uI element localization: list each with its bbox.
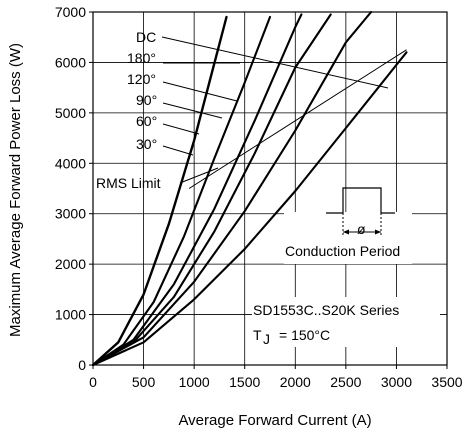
label-60: 60°: [136, 113, 157, 129]
dc-leader-line: [161, 36, 389, 89]
y-tick-label: 2000: [55, 256, 86, 272]
tj-symbol: T: [253, 327, 262, 343]
y-tick-labels: 0 1000 2000 3000 4000 5000 6000 7000: [55, 4, 86, 373]
x-tick-labels: 0 500 1000 1500 2000 2500 3000 3500: [89, 374, 463, 390]
loss-curves: [91, 10, 408, 367]
x-tick-label: 2000: [280, 374, 311, 390]
y-axis-title: Maximum Average Forward Power Loss (W): [7, 43, 24, 337]
rms-limit-curve: [188, 49, 407, 189]
curve-dc: [91, 51, 408, 367]
x-tick-label: 3500: [431, 374, 462, 390]
label-180: 180°: [127, 50, 156, 66]
y-tick-label: 6000: [55, 54, 86, 70]
plot-frame: [92, 11, 448, 366]
y-tick-label: 4000: [55, 155, 86, 171]
curve-30-deg: [91, 15, 228, 367]
label-120: 120°: [127, 71, 156, 87]
tj-subscript: J: [263, 331, 270, 347]
x-tick-label: 0: [89, 374, 97, 390]
curve-180-deg: [91, 10, 373, 367]
series-label: SD1553C..S20K Series: [253, 302, 399, 318]
rms-limit-label: RMS Limit: [96, 175, 161, 191]
rms-limit-line: [188, 49, 407, 189]
arrow-right-head: [375, 229, 381, 235]
y-tick-label: 0: [78, 357, 86, 373]
90-leader-line: [162, 102, 223, 119]
label-dc: DC: [136, 29, 156, 45]
tj-value: = 150°C: [279, 327, 330, 343]
x-tick-label: 1000: [179, 374, 210, 390]
x-tick-label: 2500: [330, 374, 361, 390]
curve-labels: DC 180° 120° 90° 60° 30°: [127, 29, 389, 156]
y-tick-label: 7000: [55, 4, 86, 20]
pulse-waveform: [326, 187, 395, 214]
y-tick-label: 3000: [55, 206, 86, 222]
x-tick-label: 1500: [229, 374, 260, 390]
x-tick-label: 500: [132, 374, 156, 390]
120-leader-line: [162, 81, 238, 102]
x-axis-title: Average Forward Current (A): [178, 412, 371, 429]
label-30: 30°: [136, 136, 157, 152]
arrow-left-head: [343, 229, 349, 235]
series-note-background: [252, 297, 440, 347]
y-tick-label: 1000: [55, 307, 86, 323]
30-leader-line: [162, 145, 194, 156]
curve-60-deg: [91, 15, 272, 367]
rms-leader-line: [179, 167, 219, 184]
curve-90-deg: [91, 13, 303, 367]
60-leader-line: [162, 123, 200, 135]
phi-symbol: ø: [357, 221, 366, 237]
y-tick-label: 5000: [55, 105, 86, 121]
label-90: 90°: [136, 92, 157, 108]
inset-background: [284, 212, 412, 264]
conduction-period-diagram: ø Conduction Period: [284, 187, 412, 264]
conduction-period-label: Conduction Period: [285, 243, 400, 259]
x-tick-label: 3000: [381, 374, 412, 390]
